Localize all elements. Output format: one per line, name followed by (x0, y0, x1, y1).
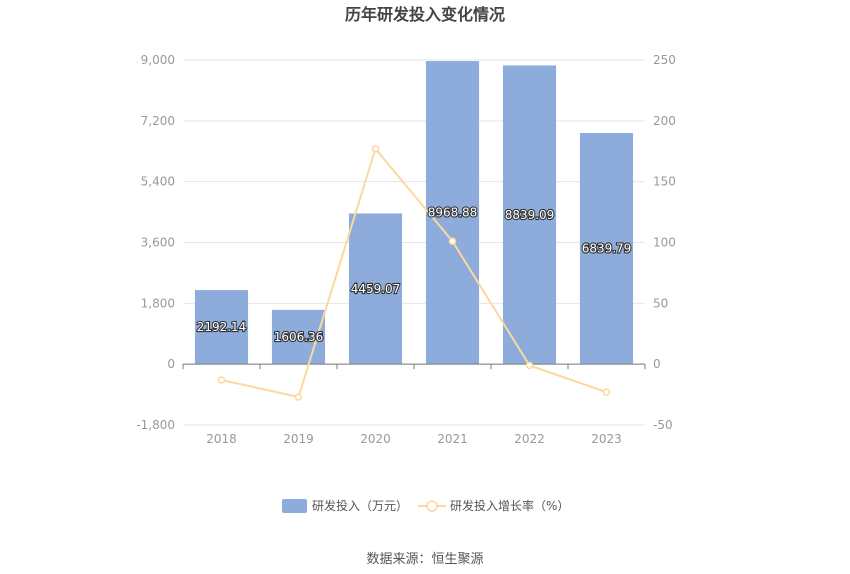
x-tick-label: 2018 (206, 432, 237, 446)
growth-point (525, 361, 534, 370)
y-left-tick-label: 0 (167, 357, 175, 371)
y-right-tick-label: 50 (653, 296, 668, 310)
growth-point (294, 393, 303, 401)
y-right-tick-label: 150 (653, 175, 676, 189)
y-left-tick-label: 7,200 (141, 114, 175, 128)
growth-point (371, 145, 380, 153)
y-left-tick-label: -1,800 (136, 418, 175, 432)
bar-value-label: 8968.88 (428, 206, 478, 220)
x-tick-label: 2023 (591, 432, 622, 446)
y-right-tick-label: 100 (653, 236, 676, 250)
legend-line-marker (426, 500, 438, 512)
bar-value-label: 4459.07 (351, 282, 401, 296)
y-left-tick-label: 1,800 (141, 296, 175, 310)
bar-value-label: 8839.09 (505, 208, 555, 222)
bar-value-label: 6839.79 (582, 242, 632, 256)
chart-title: 历年研发投入变化情况 (345, 5, 505, 24)
bar (194, 290, 249, 365)
growth-line (221, 146, 607, 399)
x-tick-label: 2022 (514, 432, 545, 446)
legend-item-line[interactable]: 研发投入增长率（%） (418, 498, 569, 513)
bar-value-label: 1606.36 (274, 330, 324, 344)
legend-bar-label: 研发投入（万元） (312, 498, 408, 513)
legend[interactable]: 研发投入（万元） 研发投入增长率（%） (282, 498, 569, 513)
x-tick-label: 2021 (437, 432, 468, 446)
bar-series (194, 61, 634, 365)
x-tick-label: 2019 (283, 432, 314, 446)
data-source: 数据来源：恒生聚源 (366, 552, 483, 567)
legend-item-bar[interactable]: 研发投入（万元） (282, 498, 408, 513)
grid (183, 59, 645, 426)
axes: -1,800 0 1,800 3,600 5,400 7,200 9,000 -50 0 50 10… (136, 53, 676, 446)
y-right-tick-label: -50 (653, 418, 673, 432)
y-left-tick-label: 9,000 (141, 53, 175, 67)
x-tick-label: 2020 (360, 432, 391, 446)
growth-point (602, 388, 611, 396)
growth-point (448, 237, 457, 246)
y-right-tick-label: 250 (653, 53, 676, 67)
legend-bar-swatch (282, 499, 307, 513)
bar (579, 133, 634, 365)
y-left-tick-label: 5,400 (141, 175, 175, 189)
line-series (217, 145, 611, 401)
legend-line-label: 研发投入增长率（%） (450, 498, 569, 513)
growth-point (217, 376, 226, 384)
y-right-tick-label: 200 (653, 114, 676, 128)
bar (425, 61, 480, 365)
y-right-tick-label: 0 (653, 357, 661, 371)
bar (502, 65, 557, 365)
bar-value-labels: 2192.14 1606.36 4459.07 8968.88 8839.09 6839.… (196, 205, 633, 346)
bar-value-label: 2192.14 (197, 320, 247, 334)
y-left-tick-label: 3,600 (141, 236, 175, 250)
bar (348, 213, 403, 365)
